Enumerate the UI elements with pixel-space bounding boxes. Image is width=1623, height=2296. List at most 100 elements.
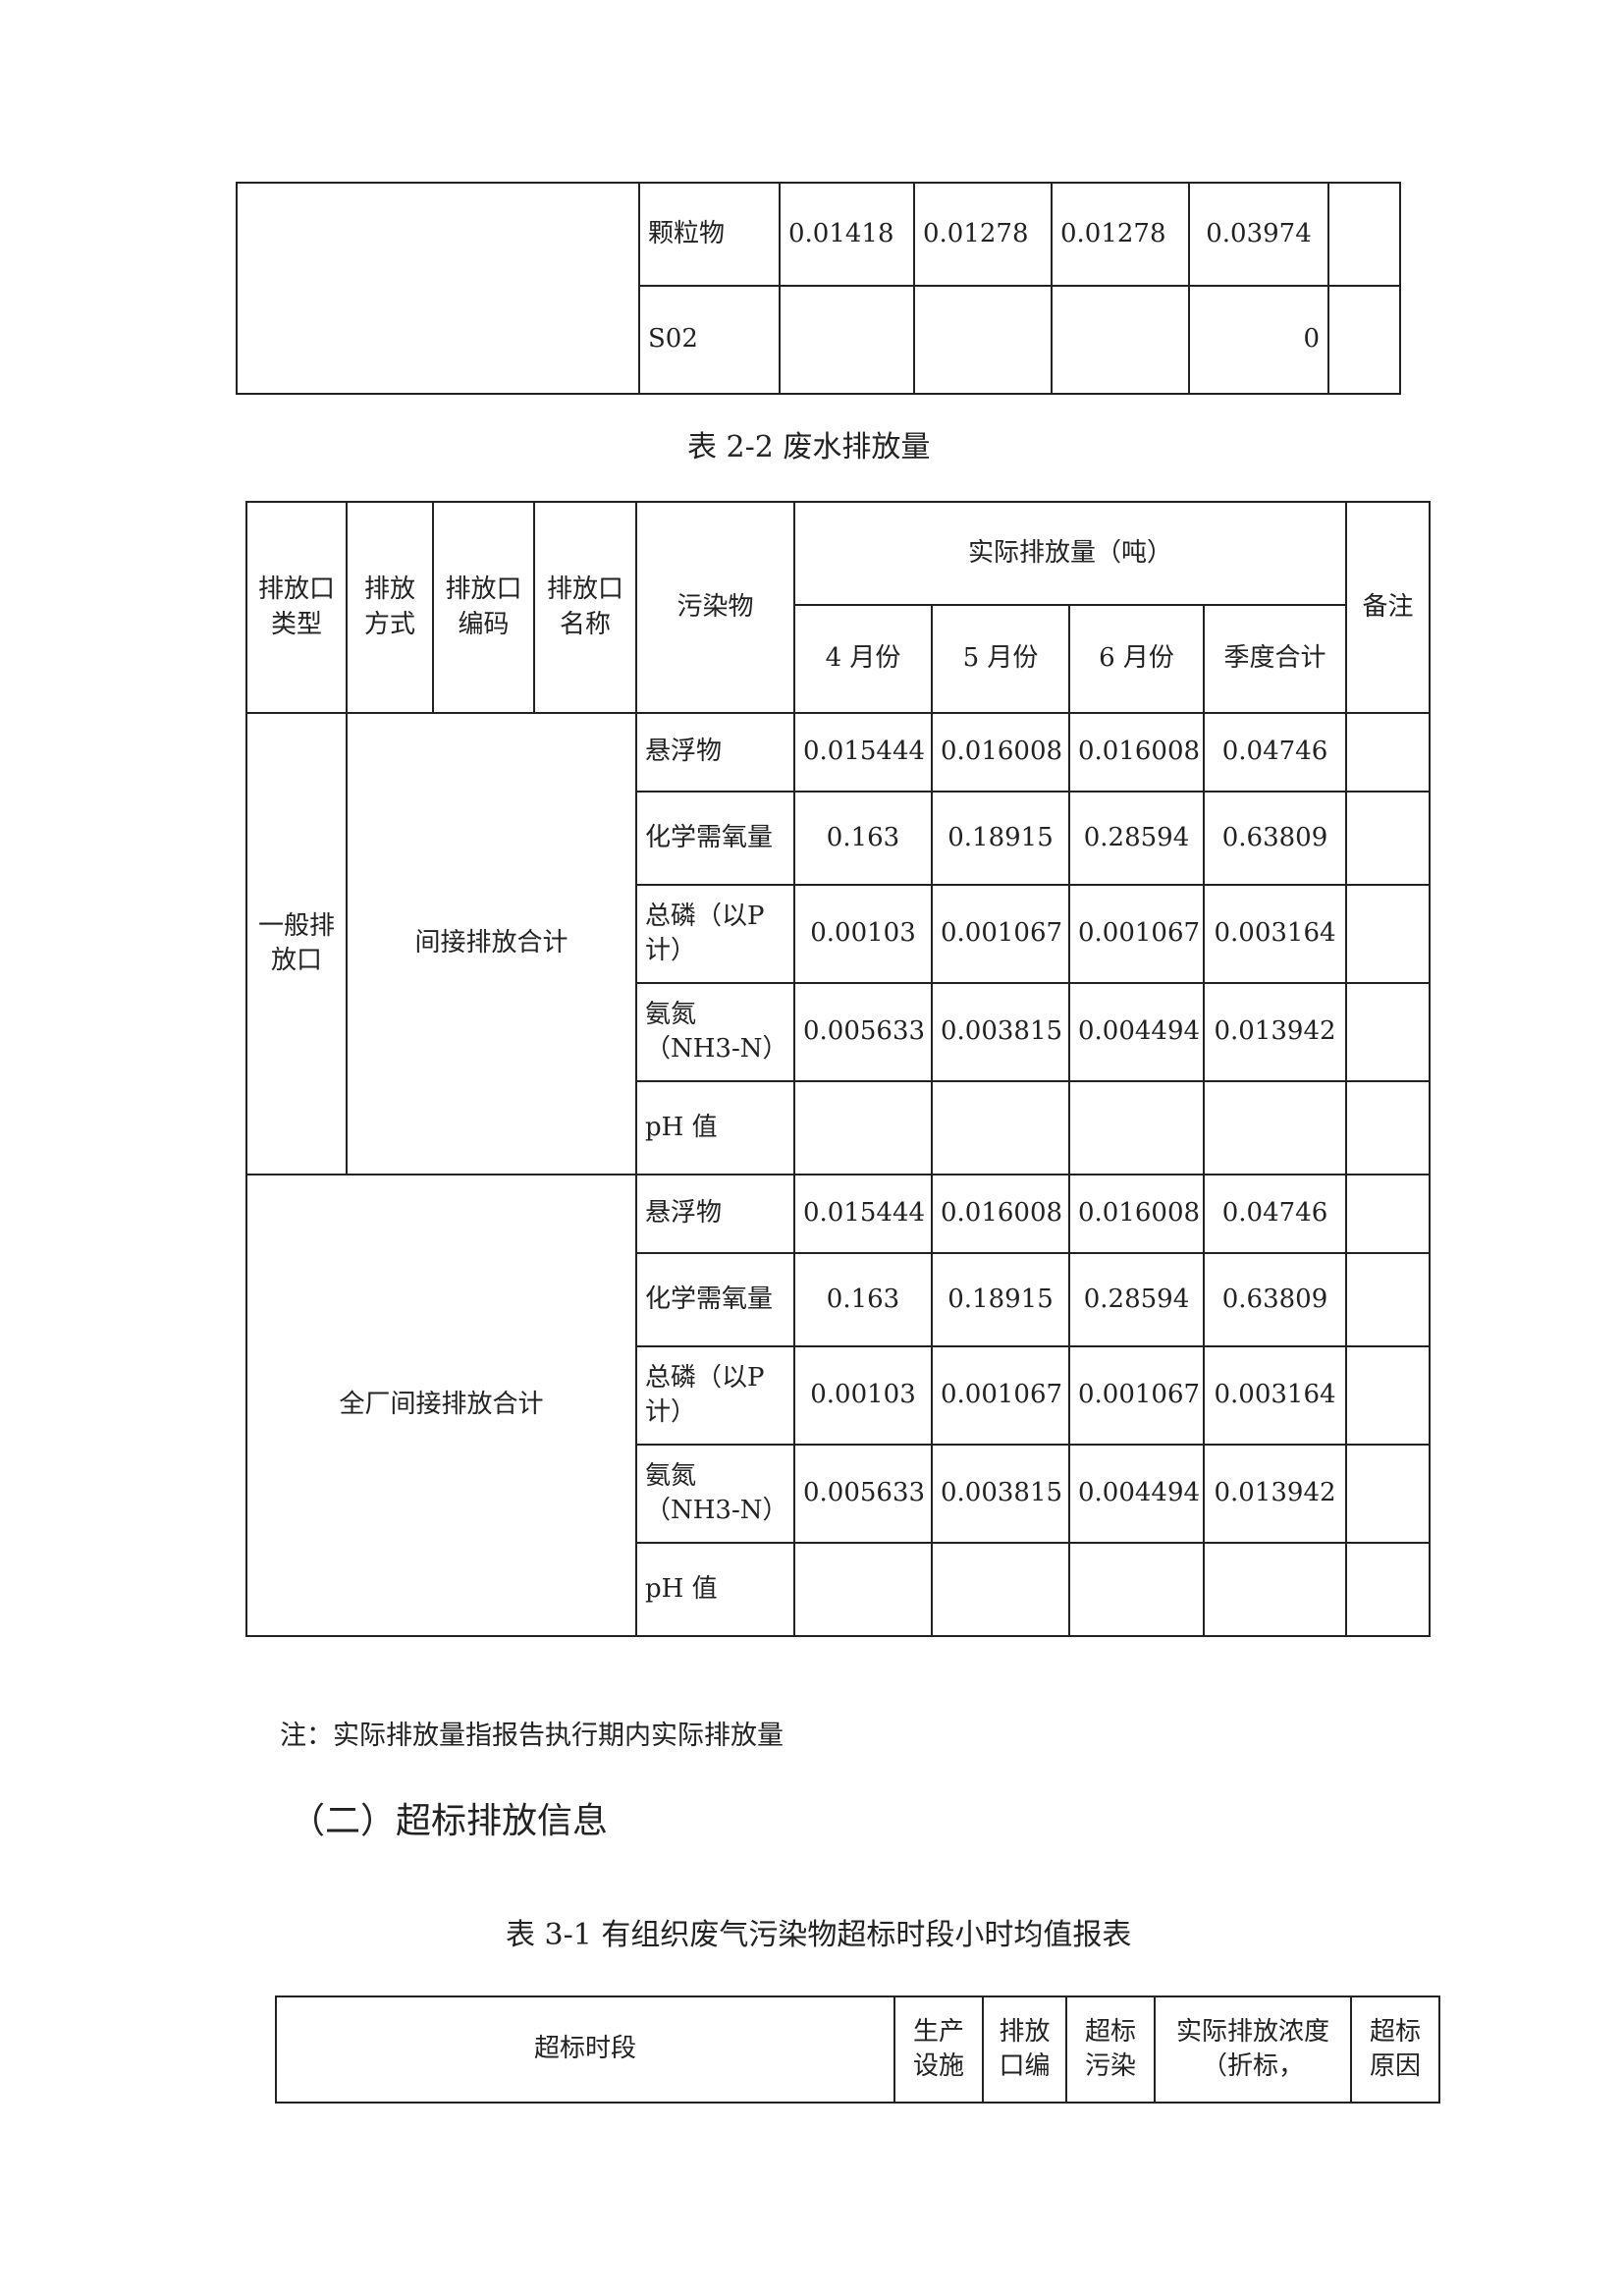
value-cell [931, 1542, 1070, 1637]
value-cell [1068, 1080, 1205, 1175]
pollutant-cell: 化学需氧量 [635, 1252, 795, 1347]
value-cell [793, 1080, 933, 1175]
value-cell: 0.001067 [931, 1345, 1070, 1446]
outlet-type-cell: 一般排放口 [245, 712, 348, 1175]
pollutant-cell: 总磷（以P计） [635, 884, 795, 984]
pollutant-cell: pH 值 [635, 1542, 795, 1637]
pollutant-cell: 颗粒物 [638, 182, 781, 287]
value-cell: 0.016008 [1068, 1174, 1205, 1254]
remark-cell [1327, 182, 1401, 287]
table-row: 化学需氧量 0.163 0.18915 0.28594 0.63809 [246, 1252, 1432, 1347]
table-note: 注：实际排放量指报告执行期内实际排放量 [280, 1721, 784, 1751]
value-cell: 0.001067 [1068, 884, 1205, 984]
table-row: pH 值 [246, 1542, 1432, 1637]
value-cell: 0.28594 [1068, 791, 1205, 886]
remark-cell [1345, 1252, 1432, 1347]
value-cell: 0.63809 [1202, 1252, 1348, 1347]
pollutant-cell: pH 值 [635, 1080, 795, 1175]
value-cell: 0.04746 [1202, 712, 1348, 793]
value-cell [931, 1080, 1070, 1175]
value-cell: 0.04746 [1202, 1174, 1348, 1254]
value-cell [1202, 1542, 1348, 1637]
table-row: S02 0 [237, 285, 1401, 395]
value-cell: 0.163 [793, 791, 933, 886]
table-2-2-caption: 表 2-2 废水排放量 [687, 430, 931, 465]
pollutant-cell: 总磷（以P计） [635, 1345, 795, 1446]
remark-cell [1345, 791, 1432, 886]
value-cell: 0.01418 [779, 182, 915, 287]
remark-cell [1345, 1080, 1432, 1175]
table-row: 一般排放口 间接排放合计 悬浮物 0.015444 0.016008 0.016008 0.… [245, 712, 1432, 1175]
pollutant-cell: 化学需氧量 [635, 791, 795, 886]
value-cell: 0.00103 [793, 884, 933, 984]
table-row: 氨氮（NH3-N） 0.005633 0.003815 0.004494 0.01394… [246, 1444, 1432, 1544]
header-row: 排放口类型 排放方式 排放口编码 排放口名称 污染物 实际排放量（吨） 备注 [245, 501, 1432, 714]
table-row: pH 值 [246, 1080, 1432, 1175]
value-cell: 0.015444 [793, 712, 933, 793]
value-cell: 0.016008 [1068, 712, 1205, 793]
value-cell: 0.005633 [793, 1444, 933, 1544]
value-cell: 0.003164 [1202, 884, 1348, 984]
remark-cell [1345, 712, 1432, 793]
value-cell: 0.004494 [1068, 1444, 1205, 1544]
value-cell: 0.005633 [793, 982, 933, 1082]
header-remark: 备注 [1345, 501, 1432, 714]
remark-cell [1345, 982, 1432, 1082]
section-heading: （二）超标排放信息 [290, 1801, 609, 1841]
value-cell: 0.013942 [1202, 1444, 1348, 1544]
header-actual-emission: 实际排放量（吨） [792, 501, 1348, 606]
header-actual-concentration: 实际排放浓度（折标， [1154, 1995, 1352, 2104]
blank-cell [236, 182, 640, 395]
table-2-2: 排放口类型 排放方式 排放口编码 排放口名称 污染物 实际排放量（吨） 备注 4… [245, 501, 1432, 1637]
value-cell: 0.004494 [1068, 982, 1205, 1082]
value-cell: 0.01278 [1051, 182, 1190, 287]
value-cell [1068, 1542, 1205, 1637]
table-row: 全厂间接排放合计 悬浮物 0.015444 0.016008 0.016008 0.047… [245, 1174, 1432, 1637]
group-label-cell: 全厂间接排放合计 [245, 1174, 637, 1637]
value-cell: 0.18915 [931, 791, 1070, 886]
remark-cell [1345, 1345, 1432, 1446]
remark-cell [1327, 285, 1401, 395]
pollutant-cell: S02 [638, 285, 781, 395]
remark-cell [1345, 884, 1432, 984]
header-row: 超标时段 生产设施 排放口编 超标污染 实际排放浓度（折标， 超标原因 [275, 1995, 1440, 2104]
header-exceed-pollutant: 超标污染 [1065, 1995, 1156, 2104]
value-cell [1202, 1080, 1348, 1175]
value-cell [793, 1542, 933, 1637]
value-cell: 0.28594 [1068, 1252, 1205, 1347]
remark-cell [1345, 1174, 1432, 1254]
header-exceed-reason: 超标原因 [1350, 1995, 1440, 2104]
value-cell: 0.016008 [931, 712, 1070, 793]
value-cell [913, 285, 1053, 395]
table-row: 化学需氧量 0.163 0.18915 0.28594 0.63809 [246, 791, 1432, 886]
value-cell: 0 [1188, 285, 1329, 395]
remark-cell [1345, 1542, 1432, 1637]
value-cell: 0.003164 [1202, 1345, 1348, 1446]
header-outlet-name: 排放口名称 [533, 501, 637, 714]
value-cell: 0.163 [793, 1252, 933, 1347]
value-cell: 0.18915 [931, 1252, 1070, 1347]
value-cell: 0.001067 [931, 884, 1070, 984]
pollutant-cell: 氨氮（NH3-N） [635, 982, 795, 1082]
header-pollutant: 污染物 [635, 501, 795, 714]
header-row: 4 月份 5 月份 6 月份 季度合计 [246, 604, 1430, 714]
value-cell [779, 285, 915, 395]
value-cell: 0.003815 [931, 1444, 1070, 1544]
pollutant-cell: 悬浮物 [635, 712, 795, 793]
header-outlet-code: 排放口编码 [432, 501, 535, 714]
value-cell: 0.013942 [1202, 982, 1348, 1082]
header-facility: 生产设施 [893, 1995, 984, 2104]
group-label-cell: 间接排放合计 [346, 712, 637, 1175]
header-outlet-type: 排放口类型 [245, 501, 348, 714]
pollutant-cell: 悬浮物 [635, 1174, 795, 1254]
header-month: 5 月份 [931, 604, 1070, 714]
header-outlet-code: 排放口编 [982, 1995, 1067, 2104]
value-cell: 0.015444 [793, 1174, 933, 1254]
header-exceed-period: 超标时段 [275, 1995, 895, 2104]
header-quarter-total: 季度合计 [1202, 604, 1348, 714]
value-cell: 0.03974 [1188, 182, 1329, 287]
value-cell: 0.63809 [1202, 791, 1348, 886]
table-row: 总磷（以P计） 0.00103 0.001067 0.001067 0.003164 [246, 1345, 1432, 1446]
table-3-1: 超标时段 生产设施 排放口编 超标污染 实际排放浓度（折标， 超标原因 [275, 1995, 1440, 2104]
header-month: 6 月份 [1068, 604, 1205, 714]
